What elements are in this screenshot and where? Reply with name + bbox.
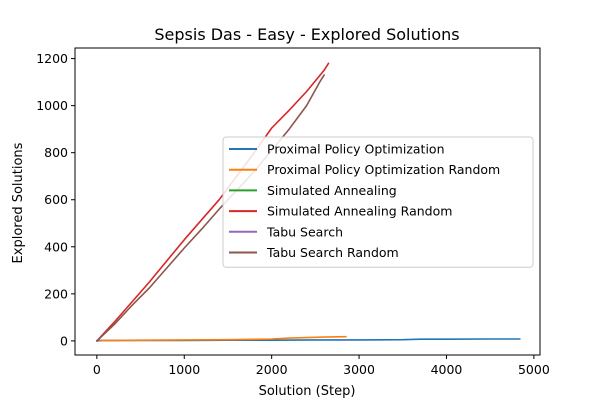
x-axis-label: Solution (Step) bbox=[259, 384, 356, 399]
y-tick-label: 200 bbox=[44, 286, 68, 301]
legend-label: Tabu Search Random bbox=[266, 245, 399, 260]
legend-box bbox=[222, 136, 534, 268]
legend: Proximal Policy Optimization Proximal Pol… bbox=[222, 136, 534, 268]
x-tick-label: 1000 bbox=[168, 362, 200, 377]
x-tick-label: 0 bbox=[93, 362, 101, 377]
series-layer bbox=[96, 62, 521, 342]
series-line bbox=[96, 62, 330, 342]
y-tick-label: 0 bbox=[60, 333, 68, 348]
chart-title: Sepsis Das - Easy - Explored Solutions bbox=[154, 25, 459, 44]
legend-label: Proximal Policy Optimization bbox=[267, 142, 445, 157]
legend-label: Simulated Annealing bbox=[267, 183, 397, 198]
y-tick-label: 400 bbox=[44, 239, 68, 254]
x-tick-label: 2000 bbox=[256, 362, 288, 377]
y-tick-label: 1000 bbox=[36, 98, 68, 113]
y-axis-label: Explored Solutions bbox=[11, 142, 26, 263]
x-tick-label: 4000 bbox=[431, 362, 463, 377]
plot-frame bbox=[74, 47, 541, 356]
x-tick-label: 3000 bbox=[343, 362, 375, 377]
series-line bbox=[96, 335, 347, 342]
series-line bbox=[96, 74, 325, 342]
y-tick-label: 1200 bbox=[36, 51, 68, 66]
y-tick-label: 800 bbox=[44, 145, 68, 160]
x-axis-ticks: 0 1000 2000 3000 4000 5000 bbox=[93, 355, 550, 377]
x-tick-label: 5000 bbox=[518, 362, 550, 377]
legend-label: Simulated Annealing Random bbox=[267, 204, 452, 219]
legend-label: Tabu Search bbox=[266, 224, 343, 239]
y-axis-ticks: 0 200 400 600 800 1000 1200 bbox=[36, 51, 75, 348]
y-tick-label: 600 bbox=[44, 192, 68, 207]
legend-label: Proximal Policy Optimization Random bbox=[267, 162, 500, 177]
plot-area bbox=[74, 47, 541, 356]
